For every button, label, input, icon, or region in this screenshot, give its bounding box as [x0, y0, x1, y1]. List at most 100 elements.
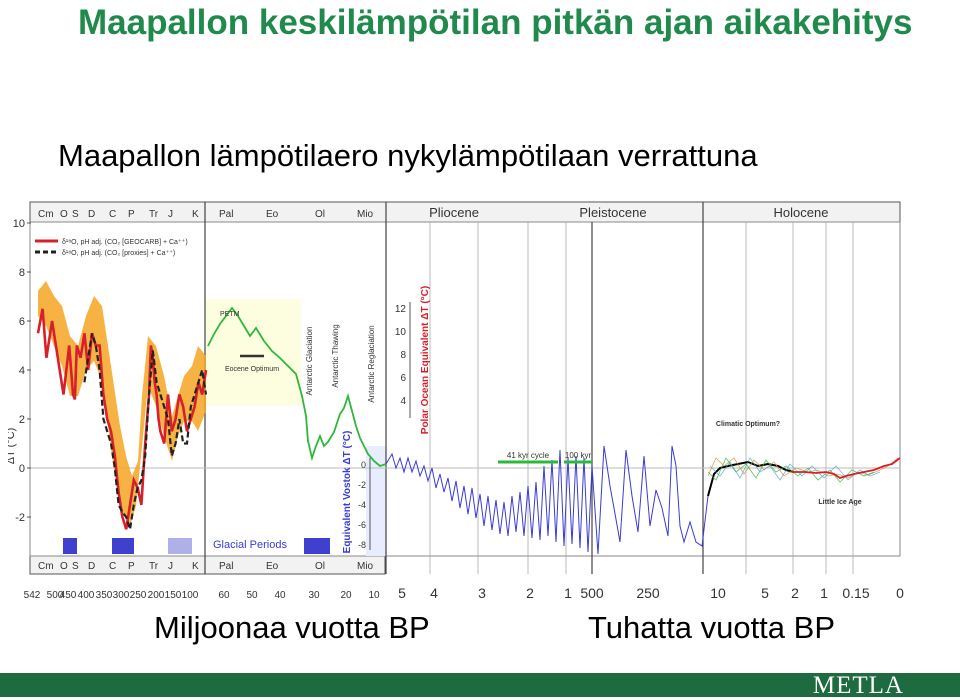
- glacial-period-bars: [63, 538, 330, 554]
- period-label-top: S: [72, 209, 79, 220]
- annotation-eocene-optimum: Eocene Optimum: [225, 366, 279, 373]
- x-tick-label: 5: [761, 585, 769, 601]
- period-labels-top: Cm O S D C P Tr J K Pal Eo Ol Mio Pliocene Pleistocene…: [38, 205, 828, 220]
- period-label-top: Pliocene: [429, 205, 479, 220]
- x-tick-label: 40: [274, 590, 286, 601]
- period-label-top: Mio: [357, 209, 374, 220]
- period-label-bottom: Eo: [266, 561, 279, 572]
- y-tick-label: 10: [13, 218, 25, 230]
- x-tick-label: 10: [710, 585, 726, 601]
- period-label-top: Ol: [315, 209, 325, 220]
- holocene-blue: [709, 457, 881, 481]
- y-tick-label: -2: [15, 512, 25, 524]
- period-label-top: O: [60, 209, 68, 220]
- vostok-tick-label: -2: [358, 480, 366, 490]
- polar-tick-label: 8: [400, 350, 406, 361]
- x-tick-label: 30: [308, 590, 320, 601]
- polar-axis-label: Polar Ocean Equivalent ΔT (°C): [420, 286, 431, 434]
- x-tick-label: 20: [340, 590, 352, 601]
- x-axis-caption-thousands: Tuhatta vuotta BP: [588, 610, 836, 645]
- x-tick-label: 100: [182, 590, 199, 601]
- polar-tick-label: 10: [395, 327, 407, 338]
- series-layer: [36, 308, 208, 530]
- metla-logo: METLA: [812, 672, 904, 699]
- polar-tick-label: 4: [400, 396, 406, 407]
- annotation-climatic-optimum: Climatic Optimum?: [716, 421, 780, 428]
- annotation-glacial-periods: Glacial Periods: [213, 539, 287, 551]
- annotation-41kyr: 41 kyr cycle: [507, 451, 550, 460]
- polar-axis: 12 10 8 6 4: [395, 302, 411, 418]
- vostok-tick-label: -4: [358, 500, 366, 510]
- period-label-top: D: [88, 209, 95, 220]
- polar-tick-label: 6: [400, 373, 406, 384]
- period-label-top: C: [109, 209, 116, 220]
- x-axis-caption-millions: Miljoonaa vuotta BP: [154, 610, 430, 645]
- period-label-top: Holocene: [774, 205, 829, 220]
- period-label-top: J: [168, 209, 173, 220]
- x-tick-label: 2: [526, 585, 534, 601]
- x-tick-label: 300: [113, 590, 130, 601]
- period-label-top: K: [192, 209, 199, 220]
- period-label-bottom: P: [128, 561, 135, 572]
- holocene-red: [792, 457, 901, 479]
- y-tick-label: 4: [19, 365, 25, 377]
- x-tick-label: 1: [564, 585, 572, 601]
- series-line-geocarb: [36, 308, 208, 530]
- annotation-antarctic-glaciation: Antarctic Glaciation: [305, 327, 314, 396]
- x-tick-label: 200: [148, 590, 165, 601]
- period-label-bottom: K: [192, 561, 199, 572]
- x-tick-label: 150: [165, 590, 182, 601]
- grid-lines: [429, 222, 854, 574]
- cenozoic-curve: [207, 306, 387, 468]
- x-tick-label: 2: [791, 585, 799, 601]
- polar-tick-label: 12: [395, 304, 407, 315]
- period-label-bottom: J: [168, 561, 173, 572]
- vostok-axis: 0 -2 -4 -6 -8: [358, 458, 371, 550]
- period-label-bottom: Cm: [38, 561, 54, 572]
- vostok-axis-label: Equivalent Vostok ΔT (°C): [342, 431, 353, 554]
- x-tick-label: 500: [580, 585, 604, 601]
- slide-subtitle: Maapallon lämpötilaero nykylämpötilaan v…: [58, 138, 758, 173]
- x-tick-label: 4: [430, 585, 438, 601]
- annotation-antarctic-thawing: Antarctic Thawing: [331, 324, 340, 387]
- period-label-bottom: D: [88, 561, 95, 572]
- x-tick-label: 5: [398, 585, 406, 601]
- uncertainty-band: [38, 281, 206, 526]
- legend-item-geocarb: δ¹⁸O, pH adj. (CO₂ [GEOCARB] + Ca⁺⁺): [62, 239, 188, 246]
- footer-bar: METLA: [0, 672, 960, 699]
- x-tick-label: 10: [368, 590, 380, 601]
- period-label-top: Pal: [219, 209, 233, 220]
- legend-item-proxies: δ¹⁸O, pH adj. (CO₂ [proxies] + Ca⁺⁺): [62, 250, 175, 257]
- x-tick-label: 250: [130, 590, 147, 601]
- x-tick-label: 50: [246, 590, 258, 601]
- holocene-green: [707, 457, 875, 483]
- x-tick-label: 350: [96, 590, 113, 601]
- vostok-tick-label: -8: [358, 540, 366, 550]
- y-tick-label: 6: [19, 316, 25, 328]
- period-bar-bottom: [29, 555, 386, 575]
- holocene-orange: [707, 457, 899, 479]
- y-tick-label: 0: [19, 463, 25, 475]
- plio-pleistocene-curve: [385, 445, 709, 555]
- period-label-top: Eo: [266, 209, 279, 220]
- x-tick-label: 3: [478, 585, 486, 601]
- petm-shading: [206, 299, 301, 406]
- x-tick-label: 450: [60, 590, 77, 601]
- period-labels-bottom: Cm O S D C P Tr J K Pal Eo Ol Mio: [38, 561, 374, 572]
- period-label-bottom: S: [72, 561, 79, 572]
- period-label-bottom: Mio: [357, 561, 374, 572]
- period-label-bottom: O: [60, 561, 68, 572]
- y-axis-label: ΔT (°C): [8, 428, 17, 465]
- vostok-shading: [366, 446, 386, 556]
- annotation-little-ice-age: Little Ice Age: [818, 499, 861, 506]
- period-label-top: Tr: [149, 209, 159, 220]
- period-label-bottom: Ol: [315, 561, 325, 572]
- annotation-antarctic-reglaciation: Antarctic Reglaciation: [367, 325, 376, 402]
- x-tick-label: 400: [78, 590, 95, 601]
- x-tick-label: 1: [820, 585, 828, 601]
- y-tick-label: 8: [19, 267, 25, 279]
- x-tick-label: 0.15: [842, 585, 869, 601]
- period-label-bottom: Tr: [149, 561, 159, 572]
- period-label-bottom: Pal: [219, 561, 233, 572]
